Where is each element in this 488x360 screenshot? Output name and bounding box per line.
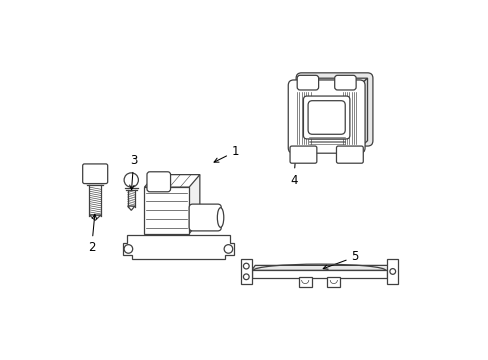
Text: 5: 5 — [323, 250, 358, 269]
Polygon shape — [123, 235, 233, 258]
FancyBboxPatch shape — [144, 187, 189, 234]
Text: 1: 1 — [214, 145, 239, 162]
Polygon shape — [144, 175, 200, 187]
FancyBboxPatch shape — [297, 75, 318, 90]
FancyBboxPatch shape — [296, 73, 372, 146]
Polygon shape — [127, 206, 135, 210]
Bar — [386, 259, 397, 284]
FancyBboxPatch shape — [82, 164, 107, 184]
Circle shape — [243, 274, 248, 280]
Polygon shape — [155, 175, 200, 234]
Text: 4: 4 — [289, 152, 297, 186]
Ellipse shape — [217, 208, 224, 227]
FancyBboxPatch shape — [287, 80, 365, 153]
Polygon shape — [359, 78, 367, 148]
Polygon shape — [251, 265, 390, 270]
Polygon shape — [293, 78, 367, 85]
Bar — [241, 259, 251, 284]
Bar — [298, 277, 311, 287]
FancyBboxPatch shape — [303, 96, 349, 139]
FancyBboxPatch shape — [334, 75, 355, 90]
Text: 2: 2 — [88, 214, 97, 255]
Circle shape — [224, 245, 232, 253]
Bar — [251, 270, 386, 278]
Circle shape — [389, 269, 395, 274]
FancyBboxPatch shape — [307, 101, 345, 134]
FancyBboxPatch shape — [147, 172, 170, 192]
FancyBboxPatch shape — [189, 204, 221, 231]
FancyBboxPatch shape — [336, 146, 363, 163]
FancyBboxPatch shape — [289, 146, 316, 163]
Circle shape — [124, 245, 132, 253]
Polygon shape — [89, 215, 101, 220]
Text: 3: 3 — [129, 154, 137, 190]
Circle shape — [243, 263, 248, 269]
Circle shape — [124, 173, 138, 187]
Bar — [326, 277, 340, 287]
